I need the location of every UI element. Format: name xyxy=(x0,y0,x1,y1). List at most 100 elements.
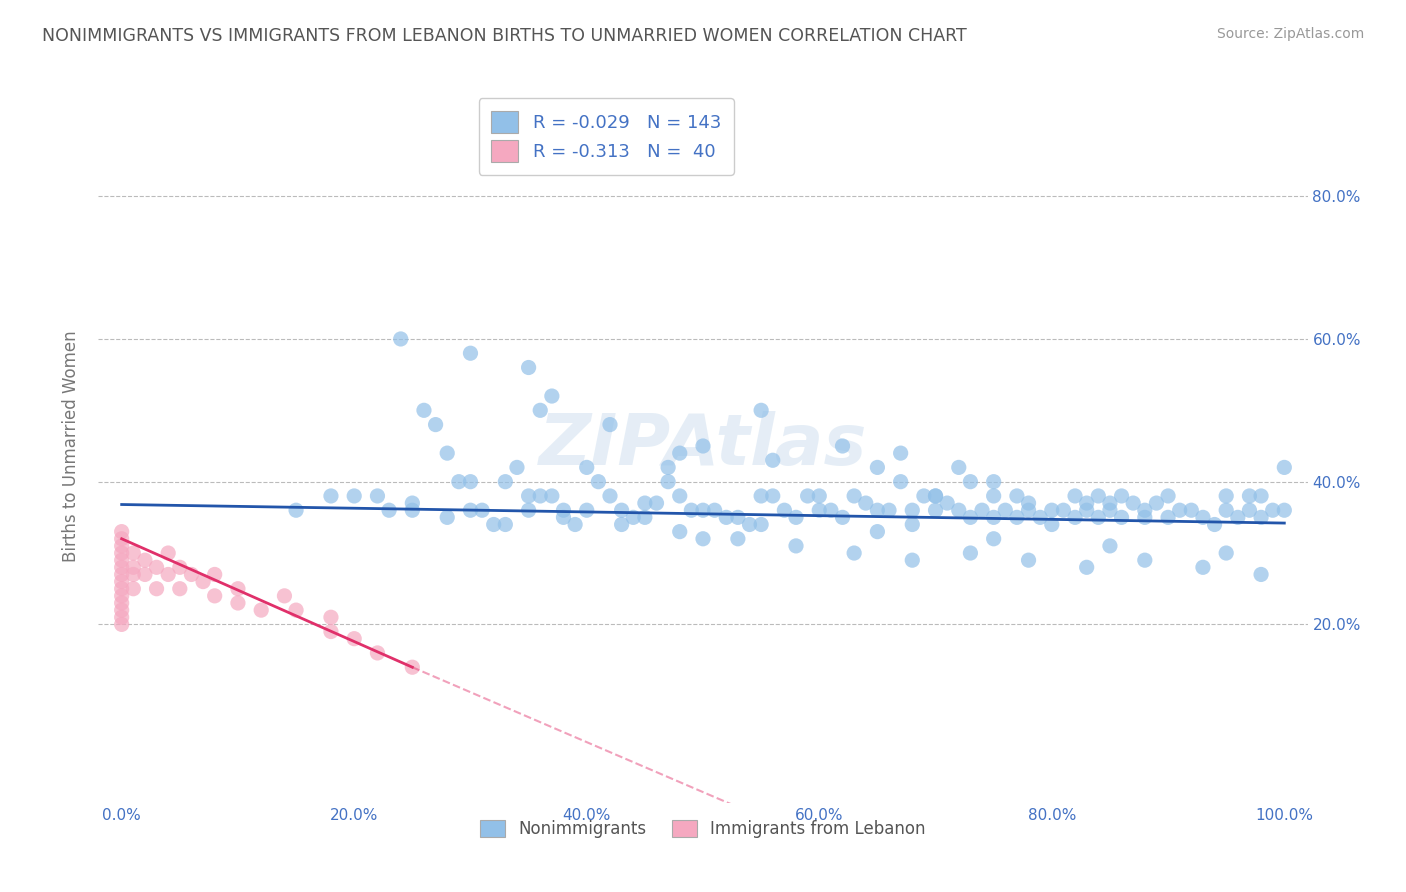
Point xyxy=(796,489,818,503)
Point xyxy=(749,517,772,532)
Point xyxy=(343,632,366,646)
Point xyxy=(657,460,679,475)
Point xyxy=(1250,567,1272,582)
Point xyxy=(901,553,924,567)
Point xyxy=(1215,503,1237,517)
Point xyxy=(645,496,668,510)
Point xyxy=(134,553,156,567)
Point xyxy=(517,360,540,375)
Point xyxy=(634,510,657,524)
Point xyxy=(1239,489,1261,503)
Point xyxy=(122,560,145,574)
Point xyxy=(111,603,134,617)
Point xyxy=(588,475,610,489)
Point xyxy=(994,503,1017,517)
Point xyxy=(1018,503,1040,517)
Point xyxy=(866,524,889,539)
Point xyxy=(668,524,690,539)
Point xyxy=(831,510,853,524)
Point xyxy=(785,510,807,524)
Point xyxy=(924,503,946,517)
Point xyxy=(145,560,167,574)
Point xyxy=(610,517,633,532)
Point xyxy=(111,524,134,539)
Point xyxy=(401,503,423,517)
Point xyxy=(111,610,134,624)
Point xyxy=(1192,510,1215,524)
Point xyxy=(1192,560,1215,574)
Point xyxy=(948,460,970,475)
Point xyxy=(157,567,180,582)
Point xyxy=(482,517,505,532)
Point xyxy=(924,489,946,503)
Point xyxy=(831,439,853,453)
Point xyxy=(169,560,191,574)
Point xyxy=(866,503,889,517)
Point xyxy=(983,475,1005,489)
Point xyxy=(1261,503,1284,517)
Point xyxy=(1087,510,1109,524)
Point xyxy=(785,539,807,553)
Point xyxy=(1122,496,1144,510)
Point xyxy=(727,532,749,546)
Point xyxy=(529,489,551,503)
Point xyxy=(1076,560,1098,574)
Point xyxy=(599,489,621,503)
Point xyxy=(866,460,889,475)
Point xyxy=(1098,539,1121,553)
Point xyxy=(749,489,772,503)
Point xyxy=(517,489,540,503)
Point xyxy=(436,446,458,460)
Point xyxy=(855,496,877,510)
Point xyxy=(575,460,598,475)
Point xyxy=(1098,496,1121,510)
Point xyxy=(808,503,831,517)
Point xyxy=(599,417,621,432)
Point xyxy=(924,489,946,503)
Point xyxy=(610,503,633,517)
Point xyxy=(553,510,575,524)
Point xyxy=(727,510,749,524)
Point xyxy=(657,475,679,489)
Point xyxy=(936,496,959,510)
Point xyxy=(890,446,912,460)
Point xyxy=(1029,510,1052,524)
Point xyxy=(460,346,482,360)
Point xyxy=(226,596,249,610)
Point xyxy=(1250,510,1272,524)
Point xyxy=(1133,553,1156,567)
Point xyxy=(668,446,690,460)
Point xyxy=(460,503,482,517)
Point xyxy=(145,582,167,596)
Point xyxy=(389,332,412,346)
Point xyxy=(773,503,796,517)
Point xyxy=(634,496,657,510)
Point xyxy=(692,503,714,517)
Point xyxy=(1064,489,1087,503)
Point xyxy=(111,553,134,567)
Point xyxy=(808,489,831,503)
Point xyxy=(983,510,1005,524)
Point xyxy=(413,403,436,417)
Point xyxy=(285,503,308,517)
Point xyxy=(111,546,134,560)
Point xyxy=(111,539,134,553)
Legend: Nonimmigrants, Immigrants from Lebanon: Nonimmigrants, Immigrants from Lebanon xyxy=(474,813,932,845)
Point xyxy=(959,546,981,560)
Point xyxy=(1226,510,1249,524)
Point xyxy=(716,510,738,524)
Text: Source: ZipAtlas.com: Source: ZipAtlas.com xyxy=(1216,27,1364,41)
Point xyxy=(762,489,785,503)
Point xyxy=(1157,510,1180,524)
Point xyxy=(191,574,214,589)
Point xyxy=(1018,496,1040,510)
Point xyxy=(1215,489,1237,503)
Point xyxy=(366,489,388,503)
Point xyxy=(970,503,993,517)
Point xyxy=(204,589,226,603)
Point xyxy=(401,496,423,510)
Point xyxy=(529,403,551,417)
Point xyxy=(948,503,970,517)
Point xyxy=(250,603,273,617)
Point xyxy=(122,567,145,582)
